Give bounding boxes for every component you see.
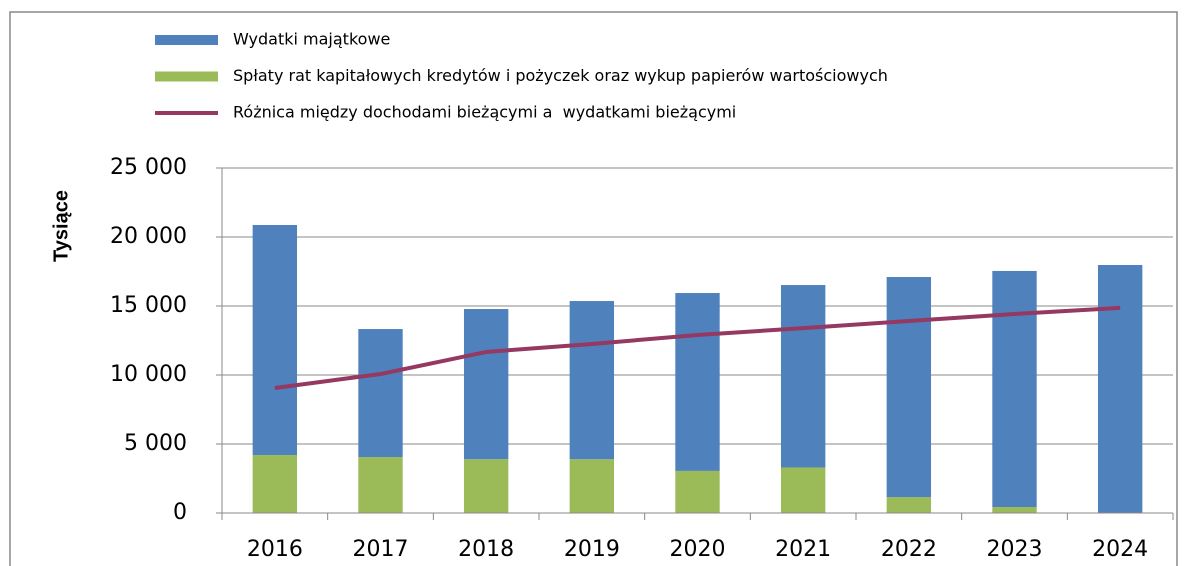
bar	[569, 459, 615, 513]
legend-label: Różnica między dochodami bieżącymi a wyd…	[233, 103, 736, 122]
bar	[252, 455, 298, 513]
bar	[463, 459, 509, 513]
x-tick-label: 2016	[247, 537, 303, 562]
y-tick-label: 0	[173, 500, 187, 525]
chart-frame	[9, 11, 1178, 566]
x-tick-label: 2020	[670, 537, 726, 562]
bar	[886, 497, 932, 513]
bar	[252, 224, 298, 456]
bar	[675, 470, 720, 513]
x-tick-label: 2017	[353, 537, 409, 562]
bar	[358, 329, 403, 458]
x-tick-label: 2018	[458, 537, 514, 562]
y-tick-label: 5 000	[124, 431, 187, 456]
x-tick-label: 2019	[564, 537, 620, 562]
x-tick-label: 2023	[987, 537, 1043, 562]
x-tick-label: 2021	[775, 537, 831, 562]
bar	[675, 293, 720, 471]
y-tick-label: 10 000	[110, 362, 187, 387]
bar	[886, 277, 932, 498]
y-tick-label: 25 000	[110, 155, 187, 180]
y-axis-title: Tysiące	[50, 190, 72, 262]
bar	[780, 285, 826, 468]
bar	[358, 457, 403, 513]
legend-label: Spłaty rat kapitałowych kredytów i pożyc…	[233, 66, 888, 85]
bar	[992, 507, 1037, 513]
bar	[569, 301, 615, 460]
bar	[463, 309, 509, 460]
bar	[992, 270, 1037, 508]
bar	[1097, 265, 1143, 513]
legend-label: Wydatki majątkowe	[233, 30, 390, 49]
x-tick-label: 2022	[881, 537, 937, 562]
line-series	[274, 305, 1121, 390]
bar	[780, 467, 826, 513]
legend-swatch	[155, 35, 218, 45]
y-tick-label: 15 000	[110, 293, 187, 318]
x-tick-label: 2024	[1092, 537, 1148, 562]
y-tick-label: 20 000	[110, 224, 187, 249]
legend-swatch	[155, 71, 218, 82]
